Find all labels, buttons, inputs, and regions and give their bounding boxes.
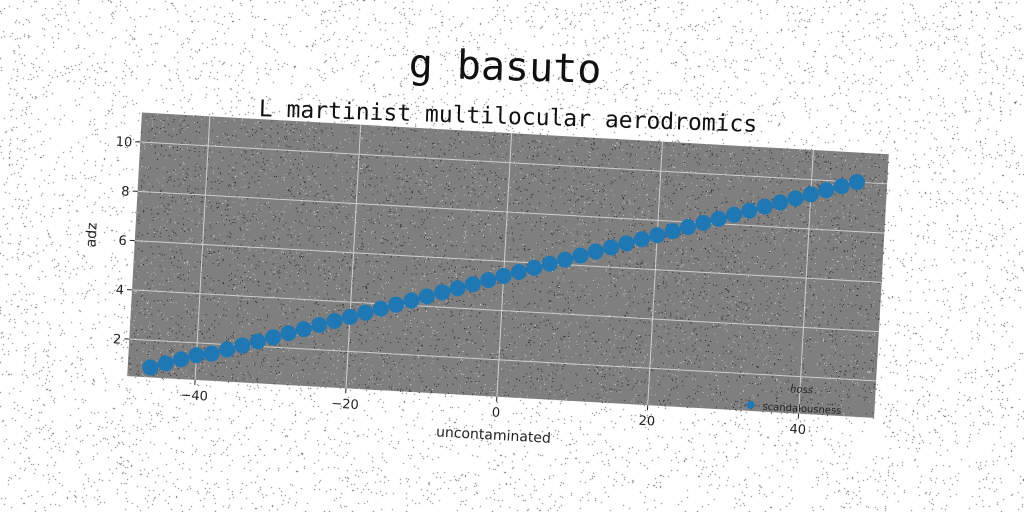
data-point [510, 263, 527, 280]
data-point [649, 227, 666, 244]
data-point [603, 239, 620, 256]
grid-line-y [137, 190, 885, 234]
data-point [434, 284, 451, 301]
data-point [787, 190, 804, 207]
data-point [219, 341, 236, 358]
y-tick-label: 2 [113, 332, 122, 347]
data-point [633, 231, 650, 248]
data-point [295, 321, 312, 338]
y-tick-label: 8 [121, 184, 130, 199]
data-point [572, 247, 589, 264]
y-tick-label: 10 [115, 135, 132, 151]
data-point [541, 255, 558, 272]
grid-line-x [345, 124, 362, 389]
x-tick-label: −20 [331, 397, 359, 414]
grid-line-x [194, 116, 211, 380]
data-point [188, 347, 205, 364]
y-axis-label: adz [83, 222, 100, 248]
legend-label-scandalousness: scandalousness [762, 402, 842, 417]
data-point [234, 337, 251, 354]
data-point [418, 288, 435, 305]
data-point [142, 359, 159, 376]
grid-line-y [140, 141, 888, 185]
data-point [495, 268, 512, 285]
data-point [388, 296, 405, 313]
x-axis-label: uncontaminated [436, 424, 552, 446]
data-point [664, 223, 681, 240]
data-point [203, 345, 220, 362]
data-point [326, 312, 343, 329]
y-axis-ticks: 2 4 6 8 10 [113, 135, 141, 348]
data-point [357, 304, 374, 321]
plot-background [127, 112, 889, 418]
data-point [157, 355, 174, 372]
x-tick-label: 20 [638, 414, 655, 430]
x-tick-label: 40 [789, 422, 806, 438]
y-tick-label: 4 [115, 283, 124, 298]
data-point [265, 329, 282, 346]
x-tick-label: 0 [491, 406, 500, 421]
data-point [695, 214, 712, 231]
data-point [756, 198, 773, 215]
x-axis-ticks: −40 −20 0 20 40 [180, 379, 806, 438]
data-point [848, 174, 865, 191]
data-point [526, 259, 543, 276]
grid-line-x [647, 141, 663, 406]
legend-title: hoss [790, 384, 813, 396]
data-point [311, 317, 328, 334]
grid-line-y [132, 289, 879, 333]
data-point [249, 333, 266, 350]
data-point [557, 251, 574, 268]
data-point [173, 351, 190, 368]
x-tick-label: −40 [180, 388, 208, 405]
plot-area: −40 −20 0 20 40 2 4 6 8 10 uncontaminated adz ho… [83, 112, 889, 447]
legend: hoss scandalousness [746, 384, 842, 417]
chart-title: g basuto [408, 41, 602, 93]
data-point [341, 308, 358, 325]
y-tick-label: 6 [118, 234, 127, 249]
data-points [142, 174, 865, 376]
data-point [449, 280, 466, 297]
data-point [802, 186, 819, 203]
data-point [280, 325, 297, 342]
data-point [372, 300, 389, 317]
data-point [818, 182, 835, 199]
data-point [710, 210, 727, 227]
data-point [741, 202, 758, 219]
legend-marker-scandalousness [746, 400, 755, 409]
data-point [772, 194, 789, 211]
data-point [833, 178, 850, 195]
data-point [480, 272, 497, 289]
data-point [726, 206, 743, 223]
data-point [403, 292, 420, 309]
grid-line-x [496, 133, 513, 397]
data-point [618, 235, 635, 252]
data-point [464, 276, 481, 293]
data-point [587, 243, 604, 260]
grid-line-y [134, 240, 882, 283]
data-point [679, 219, 696, 236]
